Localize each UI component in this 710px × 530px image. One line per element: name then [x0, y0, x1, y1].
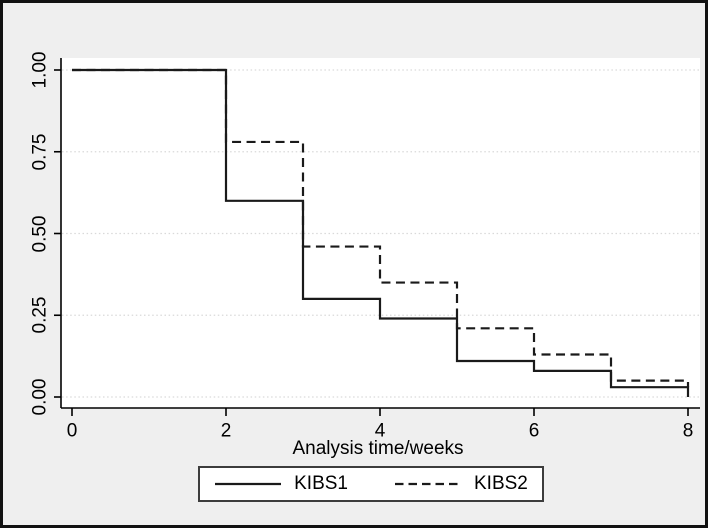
kibs1-curve [72, 68, 690, 397]
x-axis-title: Analysis time/weeks [292, 438, 464, 459]
y-tick-label: 1.00 [29, 51, 51, 89]
x-tick-label: 4 [374, 420, 386, 442]
legend-label-kibs2: KIBS2 [474, 473, 528, 494]
x-tick-label: 2 [220, 420, 232, 442]
legend-entry-kibs2: KIBS2 [394, 473, 528, 495]
x-tick-label: 6 [528, 420, 540, 442]
km-curve-chart [54, 58, 700, 416]
solid-line-sample [215, 482, 282, 486]
legend-entry-kibs1: KIBS1 [214, 473, 348, 495]
plot-area [61, 58, 700, 408]
y-tick-label: 0.50 [29, 215, 51, 252]
kibs2-curve [72, 68, 690, 388]
legend-box: KIBS1 KIBS2 [198, 466, 544, 502]
y-tick-label: 0.75 [29, 133, 51, 171]
x-tick-label: 8 [682, 420, 694, 442]
dashed-line-sample [395, 482, 461, 486]
y-tick-label: 0.00 [29, 378, 51, 416]
legend-label-kibs1: KIBS1 [294, 473, 348, 494]
y-tick-label: 0.25 [29, 296, 51, 334]
x-tick-label: 0 [66, 420, 78, 442]
